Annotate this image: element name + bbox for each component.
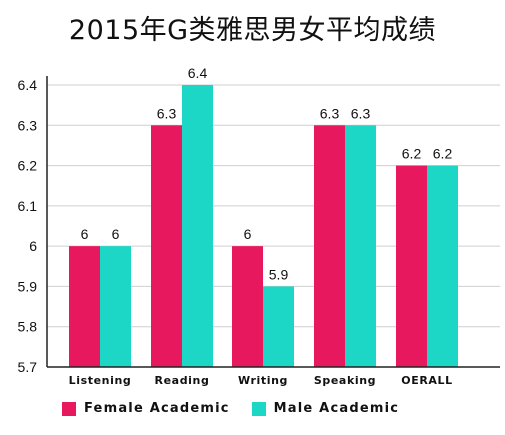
bar-female xyxy=(151,125,182,368)
legend: Female Academic Male Academic xyxy=(62,401,399,416)
y-tick-label: 6.4 xyxy=(18,77,38,93)
data-label: 6.3 xyxy=(320,105,340,121)
y-tick-label: 5.7 xyxy=(18,359,38,375)
data-label: 6.2 xyxy=(402,146,422,162)
bar-male xyxy=(263,286,294,367)
y-tick-label: 6.1 xyxy=(18,198,38,214)
y-tick-label: 6.2 xyxy=(18,158,38,174)
legend-label-male: Male Academic xyxy=(273,401,400,416)
bar-female xyxy=(69,246,100,367)
y-axis-ticks: 5.7 5.8 5.9 6 6.1 6.2 6.3 6.4 xyxy=(18,77,38,375)
bar-female xyxy=(232,246,263,367)
y-tick-label: 6 xyxy=(29,238,37,254)
data-label: 6.4 xyxy=(188,65,208,81)
x-tick-label: Writing xyxy=(238,374,288,387)
x-tick-label: Speaking xyxy=(314,374,376,387)
data-label: 6 xyxy=(244,226,252,242)
legend-swatch-female xyxy=(62,401,76,416)
chart-title: 2015年G类雅思男女平均成绩 xyxy=(68,15,437,46)
x-axis-ticks: Listening Reading Writing Speaking OERALL xyxy=(69,374,453,387)
x-tick-label: Listening xyxy=(69,374,132,387)
data-label: 6.3 xyxy=(157,105,177,121)
bar-female xyxy=(314,125,345,368)
y-tick-label: 5.9 xyxy=(18,278,38,294)
data-labels: 6 6.3 6 6.3 6.2 6 6.4 5.9 6.3 6.2 xyxy=(81,65,453,282)
data-label: 5.9 xyxy=(269,266,289,282)
x-tick-label: Reading xyxy=(155,374,210,387)
data-label: 6 xyxy=(112,226,120,242)
legend-label-female: Female Academic xyxy=(84,401,230,416)
data-label: 6.2 xyxy=(433,146,453,162)
x-tick-label: OERALL xyxy=(401,374,452,387)
axes xyxy=(46,76,500,368)
bar-female xyxy=(396,165,427,367)
y-tick-label: 6.3 xyxy=(18,117,38,133)
bar-chart: 5.75.85.966.16.26.36.4 66.366.36.266.45.… xyxy=(18,65,500,387)
y-tick-label: 5.8 xyxy=(18,319,38,335)
data-label: 6.3 xyxy=(351,105,371,121)
legend-item-female: Female Academic xyxy=(62,401,230,416)
bar-male xyxy=(100,246,131,367)
legend-item-male: Male Academic xyxy=(251,401,400,416)
bar-male xyxy=(427,165,458,367)
bar-male xyxy=(345,125,376,368)
bars xyxy=(69,85,458,368)
legend-swatch-male xyxy=(251,401,266,416)
data-label: 6 xyxy=(81,226,89,242)
bar-male xyxy=(182,85,213,367)
